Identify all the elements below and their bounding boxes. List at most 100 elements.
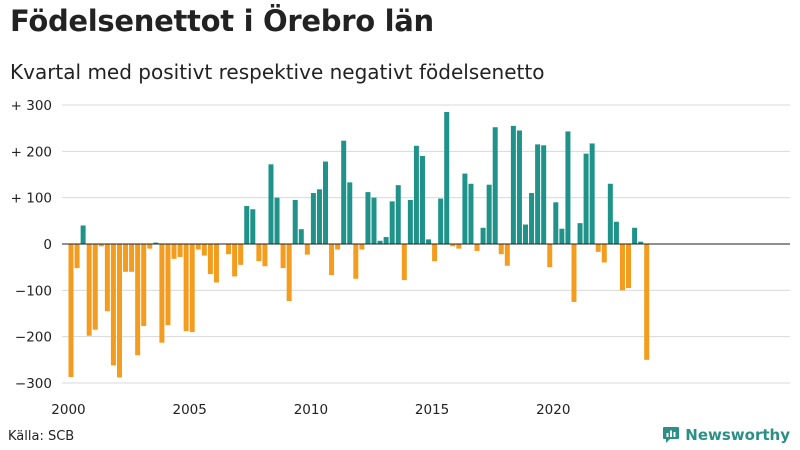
bar-positive bbox=[632, 227, 638, 244]
newsworthy-logo-icon bbox=[663, 427, 680, 443]
brand-logo[interactable]: Newsworthy bbox=[662, 426, 790, 444]
bar-negative bbox=[432, 244, 438, 262]
bar-negative bbox=[201, 244, 207, 256]
bar-negative bbox=[238, 244, 244, 265]
y-tick-label: + 300 bbox=[11, 98, 52, 114]
y-axis-labels: + 300 + 200 + 100 0 −100 −200 −300 bbox=[11, 98, 52, 392]
y-tick-label: + 200 bbox=[11, 144, 52, 160]
bar-positive bbox=[638, 241, 644, 244]
bar-negative bbox=[171, 244, 177, 259]
y-tick-label: + 100 bbox=[11, 191, 52, 207]
bar-positive bbox=[389, 201, 395, 244]
bar-positive bbox=[383, 237, 389, 244]
bar-negative bbox=[595, 244, 601, 252]
bar-positive bbox=[274, 197, 280, 244]
x-tick-label: 2010 bbox=[294, 402, 328, 418]
bar-negative bbox=[116, 244, 122, 378]
bar-positive bbox=[486, 184, 492, 244]
bar-negative bbox=[626, 244, 632, 289]
gridlines bbox=[62, 104, 790, 384]
x-axis-labels: 2000 2005 2010 2015 2020 bbox=[51, 402, 570, 418]
x-tick-label: 2005 bbox=[172, 402, 206, 418]
x-tick-label: 2000 bbox=[51, 402, 85, 418]
bar-negative bbox=[177, 244, 183, 257]
bar-negative bbox=[129, 244, 135, 272]
bar-positive bbox=[510, 125, 516, 244]
bar-negative bbox=[92, 244, 98, 330]
bar-negative bbox=[401, 244, 407, 281]
bar-negative bbox=[110, 244, 116, 366]
bar-positive bbox=[468, 183, 474, 244]
bar-positive bbox=[607, 183, 613, 244]
chart-subtitle: Kvartal med positivt respektive negativt… bbox=[10, 60, 545, 84]
bar-positive bbox=[535, 144, 541, 244]
bar-positive bbox=[589, 143, 595, 244]
bar-negative bbox=[619, 244, 625, 291]
bar-positive bbox=[298, 229, 304, 244]
births-net-bar-chart: + 300 + 200 + 100 0 −100 −200 −300 2000 2005 201… bbox=[11, 98, 790, 418]
bar-positive bbox=[553, 202, 559, 244]
brand-name: Newsworthy bbox=[685, 426, 790, 444]
bar-positive bbox=[80, 225, 86, 244]
bar-positive bbox=[559, 228, 565, 244]
bar-negative bbox=[165, 244, 171, 326]
bar-positive bbox=[444, 111, 450, 244]
bar-negative bbox=[74, 244, 80, 269]
bar-positive bbox=[377, 240, 383, 244]
bar-negative bbox=[104, 244, 110, 312]
bar-negative bbox=[226, 244, 232, 255]
bar-positive bbox=[395, 185, 401, 244]
bar-negative bbox=[195, 244, 201, 250]
bar-positive bbox=[310, 193, 316, 244]
bar-positive bbox=[365, 192, 371, 244]
bar-negative bbox=[207, 244, 213, 275]
bar-positive bbox=[462, 173, 468, 244]
bar-positive bbox=[347, 182, 353, 244]
bar-negative bbox=[159, 244, 165, 343]
bar-negative bbox=[183, 244, 189, 332]
bar-negative bbox=[329, 244, 335, 276]
bar-positive bbox=[419, 155, 425, 244]
bar-positive bbox=[541, 145, 547, 244]
bar-positive bbox=[323, 161, 329, 244]
chart-title: Födelsenettot i Örebro län bbox=[10, 4, 434, 38]
bar-positive bbox=[371, 197, 377, 244]
bar-positive bbox=[153, 242, 159, 244]
bar-positive bbox=[244, 206, 250, 244]
bar-positive bbox=[292, 199, 298, 244]
bar-negative bbox=[286, 244, 292, 301]
bar-negative bbox=[68, 244, 74, 377]
bar-positive bbox=[250, 209, 256, 244]
bar-negative bbox=[335, 244, 341, 250]
source-note: Källa: SCB bbox=[8, 429, 75, 444]
bar-positive bbox=[565, 131, 571, 244]
y-tick-label: 0 bbox=[43, 237, 52, 253]
bar-negative bbox=[304, 244, 310, 255]
bar-negative bbox=[98, 244, 104, 247]
bar-negative bbox=[147, 244, 153, 249]
bar-negative bbox=[213, 244, 219, 283]
bar-negative bbox=[504, 244, 510, 266]
bar-negative bbox=[547, 244, 553, 268]
bar-negative bbox=[232, 244, 238, 277]
bar-positive bbox=[316, 189, 322, 244]
x-tick-label: 2015 bbox=[415, 402, 449, 418]
bar-negative bbox=[86, 244, 92, 336]
bar-positive bbox=[268, 164, 274, 244]
bar-positive bbox=[438, 198, 444, 244]
bar-negative bbox=[262, 244, 268, 267]
bar-negative bbox=[123, 244, 129, 272]
bar-negative bbox=[256, 244, 262, 262]
bar-negative bbox=[644, 244, 650, 360]
bar-negative bbox=[601, 244, 607, 263]
bars bbox=[68, 111, 650, 378]
bar-positive bbox=[577, 223, 583, 244]
bar-positive bbox=[407, 199, 413, 244]
bar-negative bbox=[141, 244, 147, 327]
bar-positive bbox=[413, 145, 419, 244]
bar-negative bbox=[571, 244, 577, 302]
bar-negative bbox=[353, 244, 359, 279]
bar-positive bbox=[341, 140, 347, 244]
bar-positive bbox=[523, 224, 528, 244]
x-tick-label: 2020 bbox=[536, 402, 570, 418]
